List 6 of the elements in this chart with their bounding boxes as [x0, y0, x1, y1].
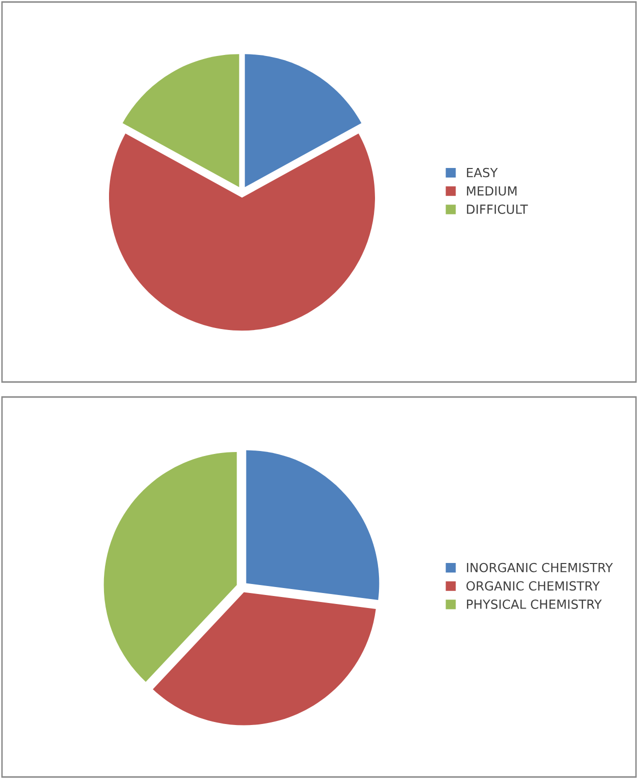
- legend-label: DIFFICULT: [466, 204, 528, 214]
- legend-label: INORGANIC CHEMISTRY: [466, 562, 613, 572]
- legend-label: EASY: [466, 168, 498, 178]
- legend-label: ORGANIC CHEMISTRY: [466, 581, 600, 591]
- legend-label: PHYSICAL CHEMISTRY: [466, 600, 602, 609]
- legend-label: MEDIUM: [466, 186, 516, 196]
